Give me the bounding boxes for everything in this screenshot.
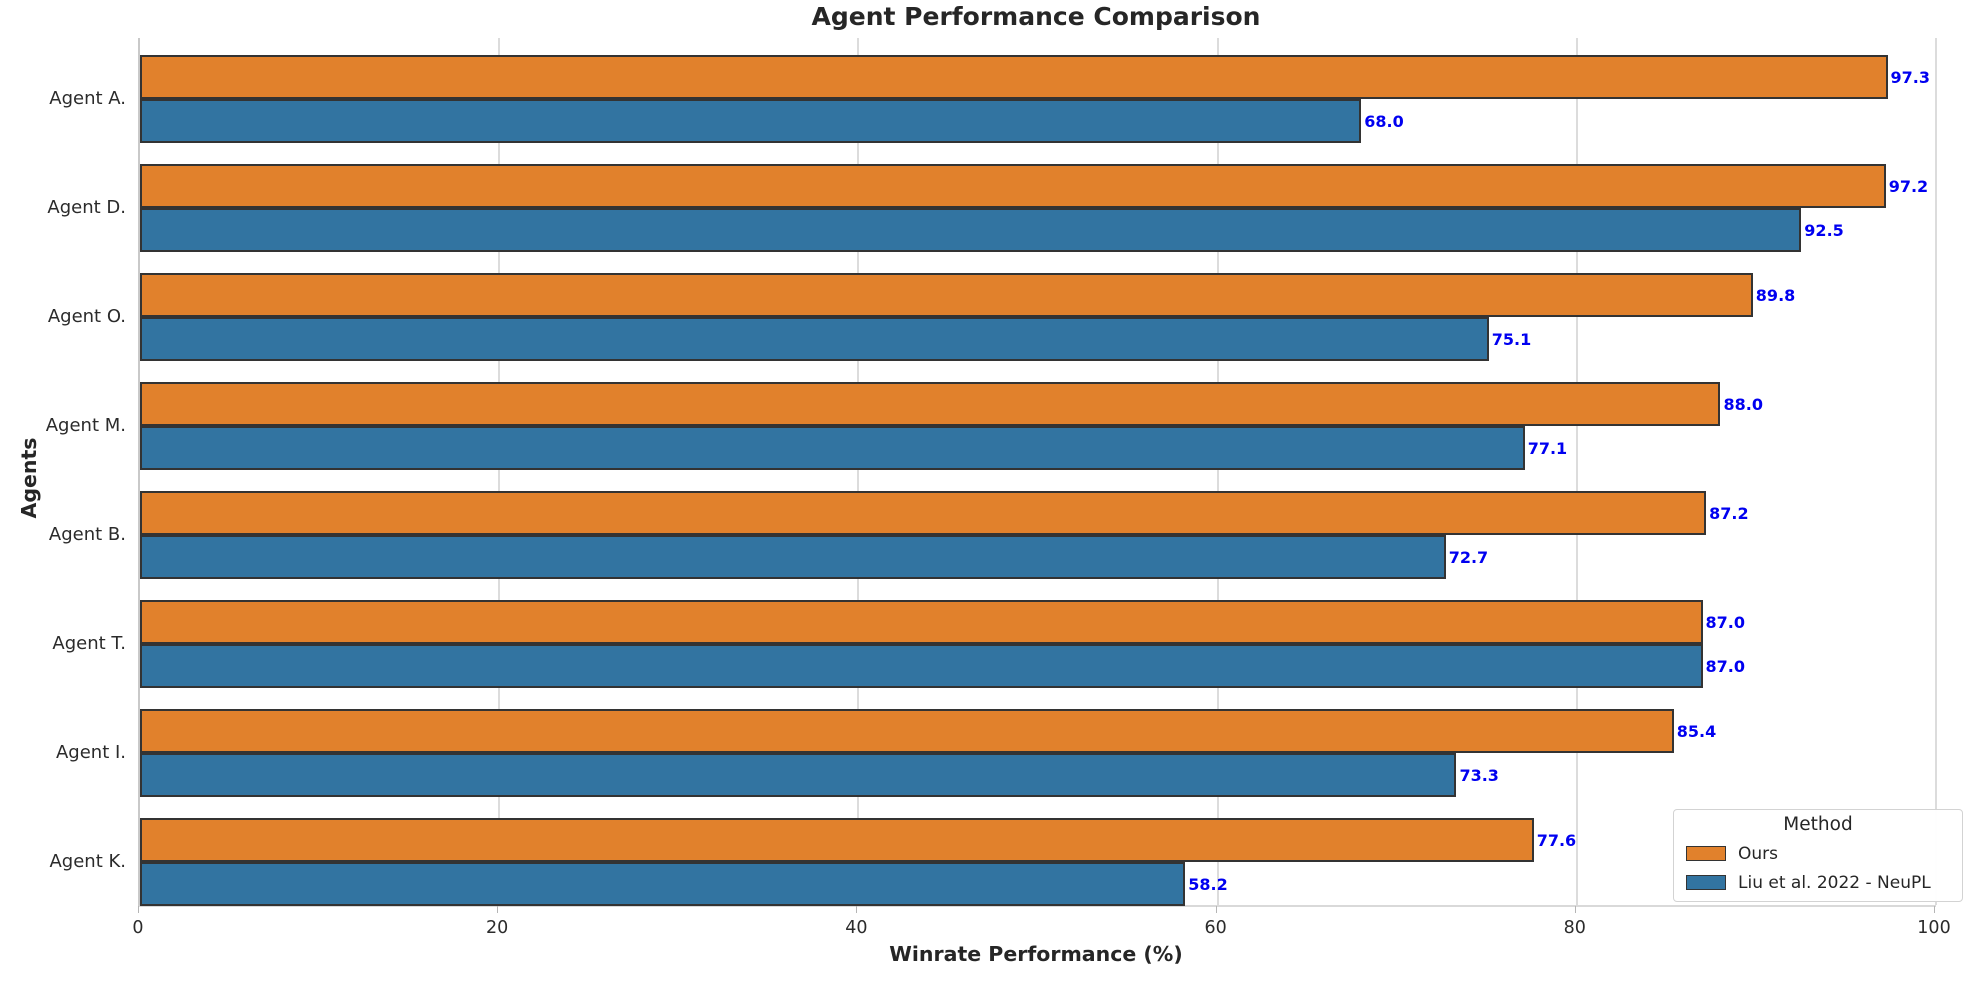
y-tick-agent-d: Agent D.	[47, 197, 126, 218]
x-tickmark-60	[1215, 906, 1217, 913]
gridline-40	[857, 38, 860, 905]
y-tick-agent-b: Agent B.	[48, 524, 126, 545]
bar-ours-agent-a	[140, 55, 1888, 99]
value-label-liu-et-al-2022-neupl-agent-m: 77.1	[1527, 438, 1568, 458]
value-label-liu-et-al-2022-neupl-agent-d: 92.5	[1804, 220, 1844, 240]
value-label-liu-et-al-2022-neupl-agent-i: 73.3	[1459, 765, 1499, 785]
legend-swatch-ours	[1686, 846, 1726, 861]
x-tick-80: 80	[1563, 918, 1586, 938]
legend-swatch-neupl	[1686, 875, 1726, 890]
gridline-100	[1935, 38, 1937, 905]
value-label-liu-et-al-2022-neupl-agent-b: 72.7	[1448, 547, 1489, 567]
y-tick-agent-i: Agent I.	[55, 742, 126, 763]
bar-liu-et-al-2022-neupl-agent-o	[140, 317, 1489, 361]
bar-liu-et-al-2022-neupl-agent-a	[140, 99, 1362, 143]
y-tick-agent-o: Agent O.	[47, 306, 126, 327]
legend-label-neupl: Liu et al. 2022 - NeuPL	[1738, 872, 1931, 893]
bar-liu-et-al-2022-neupl-agent-t	[140, 644, 1703, 688]
y-tick-agent-m: Agent M.	[45, 415, 126, 436]
value-label-ours-agent-d: 97.2	[1888, 176, 1929, 196]
x-tick-60: 60	[1204, 918, 1227, 938]
bar-liu-et-al-2022-neupl-agent-m	[140, 426, 1525, 470]
value-label-liu-et-al-2022-neupl-agent-o: 75.1	[1491, 329, 1532, 349]
bar-ours-agent-o	[140, 273, 1753, 317]
value-label-liu-et-al-2022-neupl-agent-a: 68.0	[1364, 111, 1404, 131]
bar-ours-agent-k	[140, 818, 1534, 862]
gridline-60	[1216, 38, 1219, 905]
value-label-liu-et-al-2022-neupl-agent-k: 58.2	[1188, 874, 1228, 894]
legend: Method Ours Liu et al. 2022 - NeuPL	[1673, 809, 1963, 902]
legend-item-ours: Ours	[1674, 839, 1962, 868]
x-tick-40: 40	[845, 918, 868, 938]
x-tickmark-0	[138, 906, 139, 913]
value-label-liu-et-al-2022-neupl-agent-t: 87.0	[1705, 656, 1745, 676]
bar-ours-agent-b	[140, 491, 1707, 535]
value-label-ours-agent-a: 97.3	[1890, 67, 1930, 87]
x-tick-20: 20	[486, 918, 509, 938]
legend-title: Method	[1783, 814, 1853, 835]
gridline-20	[498, 38, 501, 905]
value-label-ours-agent-m: 88.0	[1723, 394, 1763, 414]
value-label-ours-agent-k: 77.6	[1536, 830, 1577, 850]
x-tickmark-80	[1574, 906, 1576, 913]
x-tickmark-40	[856, 906, 858, 913]
x-tick-100: 100	[1917, 918, 1951, 938]
y-tick-agent-a: Agent A.	[49, 88, 126, 109]
value-label-ours-agent-t: 87.0	[1705, 612, 1745, 632]
chart-title: Agent Performance Comparison	[811, 2, 1261, 31]
x-tick-0: 0	[132, 918, 144, 938]
y-tick-agent-k: Agent K.	[49, 851, 126, 872]
bar-ours-agent-d	[140, 164, 1886, 208]
value-label-ours-agent-b: 87.2	[1709, 503, 1749, 523]
bar-ours-agent-m	[140, 382, 1721, 426]
bar-ours-agent-i	[140, 709, 1674, 753]
legend-item-neupl: Liu et al. 2022 - NeuPL	[1674, 868, 1962, 897]
x-tickmark-100	[1934, 906, 1935, 913]
y-tick-agent-t: Agent T.	[52, 633, 126, 654]
x-axis-label: Winrate Performance (%)	[889, 942, 1183, 966]
bar-liu-et-al-2022-neupl-agent-b	[140, 535, 1446, 579]
gridline-80	[1575, 38, 1578, 905]
bar-liu-et-al-2022-neupl-agent-d	[140, 208, 1802, 252]
y-axis-label: Agents	[17, 437, 41, 519]
value-label-ours-agent-i: 85.4	[1676, 721, 1717, 741]
bar-liu-et-al-2022-neupl-agent-k	[140, 862, 1186, 906]
bar-ours-agent-t	[140, 600, 1703, 644]
plot-area: 97.3 68.0 97.2 92.5 89.8 75.1 88.0 77.1 87.2 72.7…	[138, 38, 1937, 907]
legend-label-ours: Ours	[1738, 843, 1779, 864]
x-tickmark-20	[497, 906, 499, 913]
bar-liu-et-al-2022-neupl-agent-i	[140, 753, 1457, 797]
value-label-ours-agent-o: 89.8	[1755, 285, 1796, 305]
